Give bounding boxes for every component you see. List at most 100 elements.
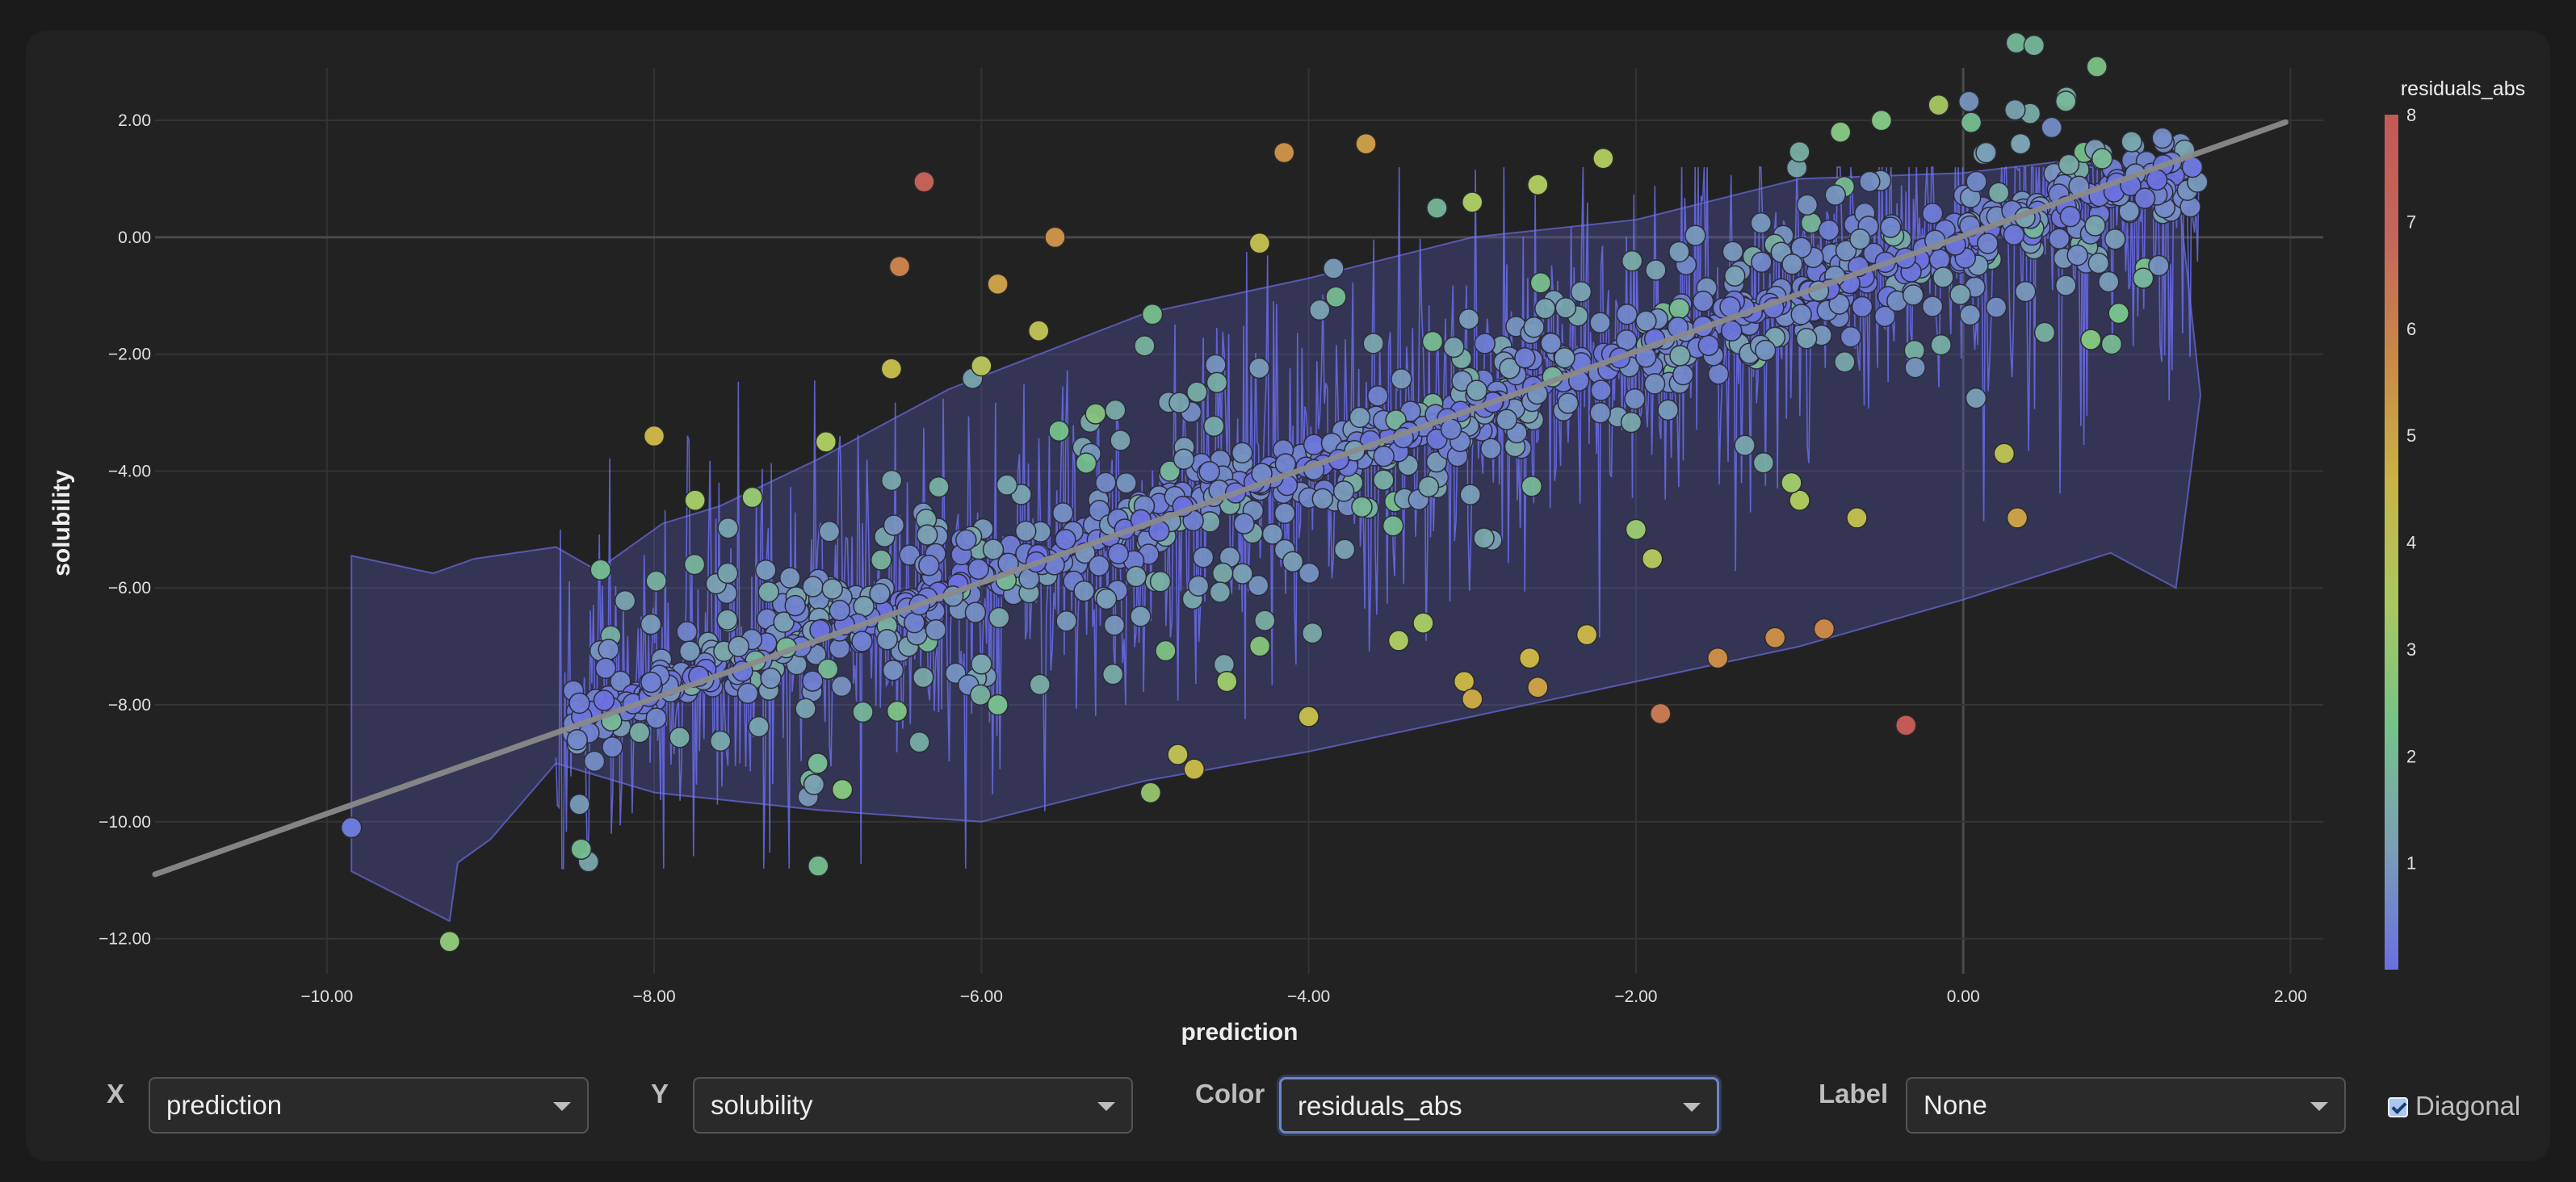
data-point[interactable] <box>784 594 806 617</box>
data-point[interactable] <box>1529 272 1552 294</box>
data-point[interactable] <box>1088 555 1110 577</box>
data-point[interactable] <box>1311 488 1334 510</box>
data-point[interactable] <box>643 425 665 447</box>
data-point[interactable] <box>1028 320 1050 342</box>
data-point[interactable] <box>1734 434 1756 456</box>
data-point[interactable] <box>1706 647 1729 669</box>
data-point[interactable] <box>1073 580 1095 602</box>
data-point[interactable] <box>1332 480 1355 502</box>
data-point[interactable] <box>831 675 853 698</box>
data-point[interactable] <box>1795 328 1818 350</box>
data-point[interactable] <box>1203 415 1225 438</box>
data-point[interactable] <box>1789 489 1810 511</box>
data-point[interactable] <box>916 524 938 546</box>
data-point[interactable] <box>669 727 690 748</box>
data-point[interactable] <box>2006 507 2028 529</box>
data-point[interactable] <box>1958 90 1980 112</box>
data-point[interactable] <box>851 631 873 652</box>
data-point[interactable] <box>1325 286 1347 308</box>
data-point[interactable] <box>987 694 1009 716</box>
data-point[interactable] <box>1173 448 1195 470</box>
data-point[interactable] <box>982 539 1005 560</box>
data-point[interactable] <box>1589 312 1611 333</box>
data-point[interactable] <box>2005 31 2028 54</box>
data-point[interactable] <box>803 773 825 795</box>
data-point[interactable] <box>1846 507 1868 529</box>
data-point[interactable] <box>1692 290 1714 312</box>
data-point[interactable] <box>1110 430 1131 451</box>
data-point[interactable] <box>1231 563 1253 585</box>
data-point[interactable] <box>640 613 662 635</box>
data-point[interactable] <box>1052 502 1074 524</box>
data-point[interactable] <box>1282 551 1304 573</box>
data-point[interactable] <box>1750 212 1773 234</box>
data-point[interactable] <box>1949 283 1971 306</box>
data-point[interactable] <box>1790 237 1812 258</box>
data-point[interactable] <box>1273 502 1296 525</box>
data-point[interactable] <box>1233 513 1255 534</box>
data-point[interactable] <box>971 653 992 675</box>
data-point[interactable] <box>1975 141 1997 164</box>
data-point[interactable] <box>1620 411 1643 434</box>
data-point[interactable] <box>773 611 795 633</box>
data-point[interactable] <box>1303 434 1325 455</box>
data-point[interactable] <box>568 794 590 815</box>
data-point[interactable] <box>1231 442 1253 464</box>
data-point[interactable] <box>1668 241 1690 263</box>
data-point[interactable] <box>1668 297 1690 320</box>
data-point[interactable] <box>1835 240 1857 262</box>
data-point[interactable] <box>795 698 816 719</box>
data-point[interactable] <box>1130 606 1152 627</box>
data-point[interactable] <box>1141 304 1164 325</box>
data-point[interactable] <box>2079 329 2102 350</box>
data-point[interactable] <box>1055 610 1077 632</box>
data-point[interactable] <box>1521 476 1543 497</box>
data-point[interactable] <box>1159 460 1181 482</box>
data-point[interactable] <box>1192 547 1215 568</box>
data-point[interactable] <box>757 581 779 603</box>
data-point[interactable] <box>1206 371 1228 394</box>
data-point[interactable] <box>1672 363 1694 386</box>
data-point[interactable] <box>1514 346 1536 369</box>
data-point[interactable] <box>1722 241 1744 262</box>
data-point[interactable] <box>801 670 824 692</box>
data-point[interactable] <box>1101 663 1124 685</box>
data-point[interactable] <box>2054 275 2077 296</box>
data-point[interactable] <box>1790 304 1812 325</box>
data-point[interactable] <box>1453 670 1475 693</box>
data-point[interactable] <box>2003 224 2025 246</box>
data-point[interactable] <box>1167 744 1189 765</box>
data-point[interactable] <box>1720 320 1743 342</box>
data-point[interactable] <box>1527 677 1549 698</box>
data-point[interactable] <box>1921 296 1944 317</box>
data-point[interactable] <box>1349 406 1371 429</box>
data-point[interactable] <box>1211 562 1234 585</box>
data-point[interactable] <box>870 549 892 571</box>
data-point[interactable] <box>2058 153 2080 176</box>
data-point[interactable] <box>1829 121 1852 143</box>
data-point[interactable] <box>568 692 590 715</box>
data-point[interactable] <box>676 621 698 643</box>
data-point[interactable] <box>1107 543 1130 565</box>
color-select[interactable]: residuals_abs <box>1279 1077 1719 1134</box>
data-point[interactable] <box>1554 296 1577 319</box>
data-point[interactable] <box>2100 333 2123 355</box>
data-point[interactable] <box>1104 399 1126 421</box>
data-point[interactable] <box>1458 308 1480 330</box>
data-point[interactable] <box>1085 403 1107 425</box>
data-point[interactable] <box>1985 296 2008 318</box>
data-point[interactable] <box>988 606 1010 629</box>
data-point[interactable] <box>1187 575 1210 597</box>
data-point[interactable] <box>755 559 777 581</box>
data-point[interactable] <box>1496 409 1518 430</box>
data-point[interactable] <box>1781 254 1803 275</box>
data-point[interactable] <box>2041 116 2062 139</box>
data-point[interactable] <box>1125 565 1147 588</box>
data-point[interactable] <box>1248 357 1270 379</box>
data-point[interactable] <box>717 517 739 539</box>
data-point[interactable] <box>2048 228 2070 249</box>
data-point[interactable] <box>1534 297 1556 320</box>
scatter-plot[interactable]: −10.00 −8.00 −6.00 −4.00 −2.00 0.00 2.00 2.00 0.… <box>26 31 2550 1080</box>
data-point[interactable] <box>593 690 615 711</box>
data-point[interactable] <box>1669 345 1691 367</box>
